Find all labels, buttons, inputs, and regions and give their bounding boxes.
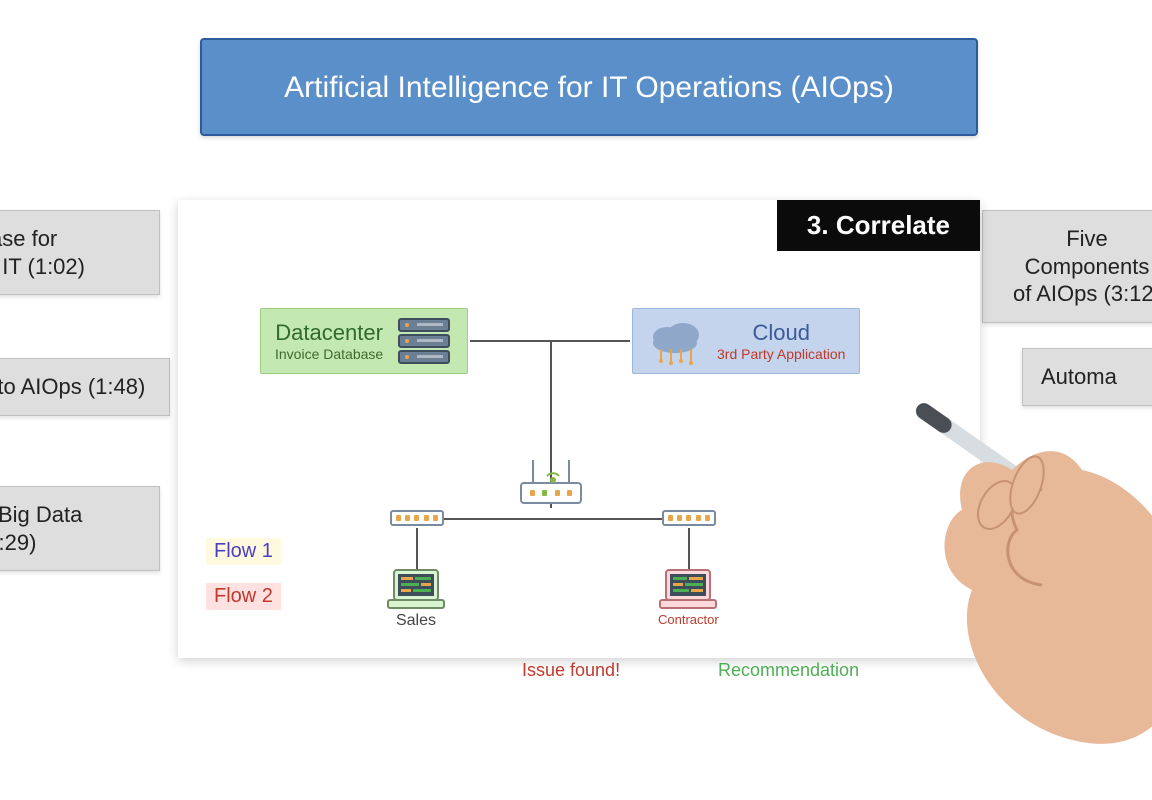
switch-icon (662, 510, 716, 526)
chapter-card-right-1: Five Componentsof AIOps (3:12) (982, 210, 1152, 323)
title-text: Artificial Intelligence for IT Operation… (284, 68, 894, 107)
server-rack-icon (395, 317, 453, 365)
recommendation-label: Recommendation (718, 660, 859, 681)
switch-left (390, 510, 444, 526)
chapter-card-left-1: case forin IT (1:02) (0, 210, 160, 295)
laptop-contractor: Contractor (658, 568, 719, 627)
cloud-icon (647, 317, 705, 365)
router-device (520, 482, 582, 504)
laptop-icon (386, 568, 446, 610)
wire-lan-bus (442, 518, 662, 520)
cloud-subtitle: 3rd Party Application (717, 346, 845, 362)
wire-sales-drop (416, 528, 418, 570)
wire-contractor-drop (688, 528, 690, 570)
datacenter-subtitle: Invoice Database (275, 346, 383, 362)
cloud-title: Cloud (752, 320, 809, 346)
node-datacenter: Datacenter Invoice Database (260, 308, 468, 374)
title-banner: Artificial Intelligence for IT Operation… (200, 38, 978, 136)
sales-label: Sales (396, 612, 436, 630)
node-cloud: Cloud 3rd Party Application (632, 308, 860, 374)
chapter-card-right-2: Automa (1022, 348, 1152, 406)
laptop-icon (658, 568, 718, 610)
step-tag: 3. Correlate (777, 200, 980, 251)
switch-right (662, 510, 716, 526)
contractor-label: Contractor (658, 612, 719, 627)
whiteboard-panel: 3. Correlate Datacenter Invoice Database (178, 200, 980, 658)
flow-legend: Flow 1 Flow 2 (206, 538, 281, 610)
switch-icon (390, 510, 444, 526)
laptop-sales: Sales (386, 568, 446, 630)
issue-found-label: Issue found! (522, 660, 620, 681)
router-icon (520, 482, 582, 504)
flow1-label: Flow 1 (206, 538, 281, 565)
flow2-label: Flow 2 (206, 583, 281, 610)
datacenter-title: Datacenter (275, 320, 383, 346)
chapter-card-left-3: + Big Data (2:29) (0, 486, 160, 571)
chapter-card-left-2: o to AIOps (1:48) (0, 358, 170, 416)
